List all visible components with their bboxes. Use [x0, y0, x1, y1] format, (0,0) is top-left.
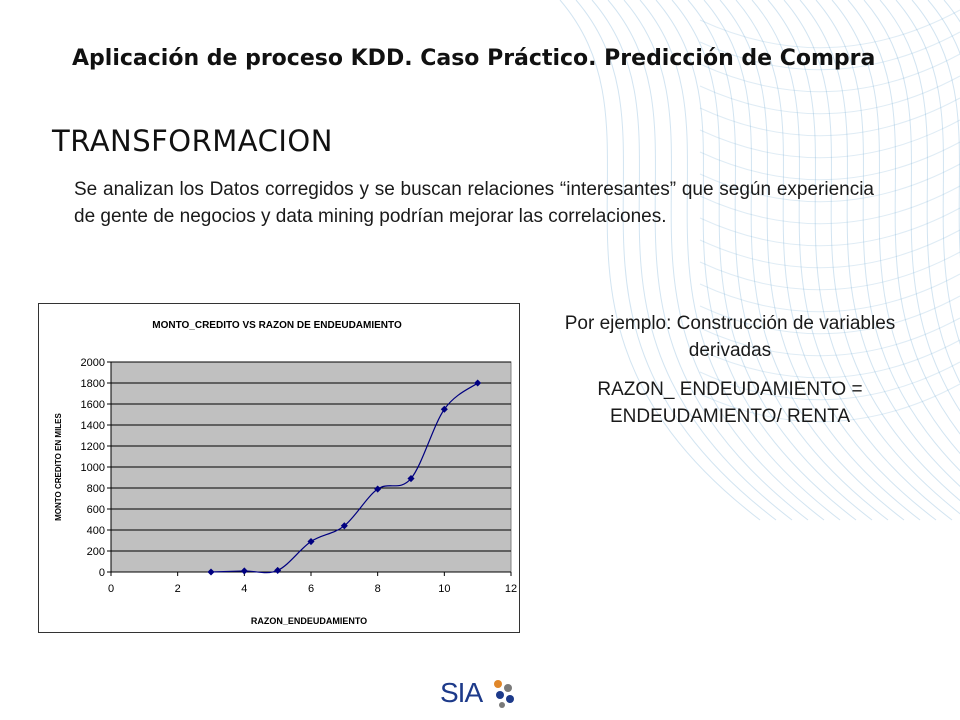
background-wave-line	[699, 163, 960, 203]
x-axis-label: RAZON_ENDEUDAMIENTO	[251, 616, 367, 626]
side-note-formula: RAZON_ ENDEUDAMIENTO = ENDEUDAMIENTO/ RE…	[597, 379, 863, 427]
background-wave-line	[623, 0, 825, 521]
x-tick-label: 4	[241, 583, 247, 595]
background-wave-line	[699, 9, 960, 49]
background-wave-line	[671, 0, 873, 521]
y-tick-label: 2000	[81, 357, 105, 369]
x-tick-label: 0	[108, 583, 114, 595]
x-tick-label: 10	[438, 583, 450, 595]
background-wave-line	[735, 0, 937, 521]
y-tick-label: 800	[87, 483, 105, 495]
background-wave-line	[863, 0, 960, 412]
x-tick-label: 6	[308, 583, 314, 595]
background-wave-line	[699, 207, 960, 247]
background-wave-line	[699, 361, 960, 401]
y-tick-label: 0	[99, 567, 105, 579]
data-point	[207, 568, 215, 576]
data-point	[474, 379, 482, 387]
body-paragraph: Se analizan los Datos corregidos y se bu…	[74, 179, 874, 227]
data-point	[374, 485, 382, 493]
background-wave-line	[699, 339, 960, 379]
background-wave-line	[591, 0, 793, 521]
line-chart: MONTO_CREDITO VS RAZON DE ENDEUDAMIENTO …	[54, 320, 517, 626]
background-wave-line	[879, 0, 960, 384]
background-wave-line	[831, 0, 960, 454]
y-axis-label: MONTO CREDITO EN MILES	[54, 412, 63, 520]
background-wave-line	[699, 229, 960, 269]
data-point	[274, 566, 282, 574]
y-tick-label: 200	[87, 546, 105, 558]
background-wave-line	[703, 0, 905, 521]
background-wave-line	[607, 0, 809, 521]
background-wave-line	[699, 185, 960, 225]
y-tick-label: 400	[87, 525, 105, 537]
x-tick-label: 8	[375, 583, 381, 595]
sia-logo-text: SIA	[440, 677, 483, 708]
y-tick-label: 1800	[81, 378, 105, 390]
slide-header-title: Aplicación de proceso KDD. Caso Práctico…	[72, 46, 876, 71]
data-point	[440, 405, 448, 413]
side-note: Por ejemplo: Construcción de variables d…	[560, 310, 900, 442]
logo-dot	[506, 695, 514, 703]
background-wave-line	[699, 53, 960, 93]
background-wave-line	[847, 0, 960, 435]
side-note-example: Por ejemplo: Construcción de variables d…	[564, 313, 896, 361]
logo-dot	[499, 702, 505, 708]
background-wave-line	[655, 0, 857, 521]
background-wave-line	[699, 75, 960, 115]
sia-logo: SIA	[440, 677, 514, 708]
background-wave-line	[783, 0, 960, 502]
background-wave-line	[699, 31, 960, 71]
y-tick-label: 1600	[81, 399, 105, 411]
data-point	[240, 567, 248, 575]
background-wave-line	[751, 0, 953, 521]
chart-title: MONTO_CREDITO VS RAZON DE ENDEUDAMIENTO	[152, 320, 402, 331]
background-wave-line	[575, 0, 777, 521]
background-wave-line	[767, 0, 960, 515]
background-wave-line	[895, 0, 960, 345]
y-tick-label: 600	[87, 504, 105, 516]
background-wave-line	[699, 383, 960, 423]
background-wave-line	[559, 0, 761, 521]
data-point	[307, 538, 315, 546]
background-wave-line	[815, 0, 960, 472]
section-title: TRANSFORMACION	[52, 124, 333, 158]
logo-dot	[496, 691, 504, 699]
chart-container: MONTO_CREDITO VS RAZON DE ENDEUDAMIENTO …	[38, 303, 520, 633]
x-tick-label: 2	[175, 583, 181, 595]
background-wave-line	[699, 295, 960, 335]
x-tick-label: 12	[505, 583, 517, 595]
background-wave-line	[687, 0, 889, 521]
background-wave-line	[719, 0, 921, 521]
background-wave-line	[799, 0, 960, 487]
data-point	[340, 522, 348, 530]
y-tick-label: 1400	[81, 420, 105, 432]
data-point	[407, 475, 415, 483]
background-wave-line	[699, 251, 960, 291]
y-tick-label: 1000	[81, 462, 105, 474]
background-wave-line	[699, 141, 960, 181]
y-tick-label: 1200	[81, 441, 105, 453]
logo-dot	[504, 684, 512, 692]
background-wave-line	[699, 119, 960, 159]
background-wave-line	[699, 273, 960, 313]
logo-dot	[494, 680, 502, 688]
background-wave-line	[699, 97, 960, 137]
background-wave-line	[639, 0, 841, 521]
background-wave-line	[699, 317, 960, 357]
